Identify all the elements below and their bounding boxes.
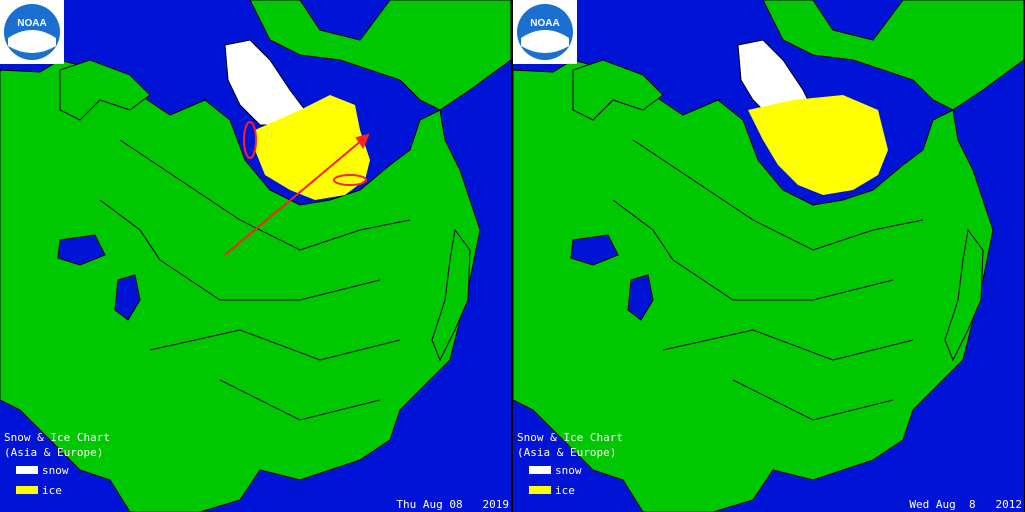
map-legend: Snow & Ice Chart (Asia & Europe) snow ic… [517,430,623,500]
land-eurasia [513,59,994,512]
legend-snow-row: snow [4,460,110,480]
legend-title: Snow & Ice Chart [4,431,110,444]
svg-text:NOAA: NOAA [17,18,46,29]
land-eurasia [0,59,481,512]
land-japan [944,228,984,362]
snow-label: snow [555,463,582,477]
noaa-logo-icon: NOAA [513,0,577,64]
legend-subtitle: (Asia & Europe) [4,446,104,459]
ice-label: ice [555,483,575,497]
map-canvas-2019 [0,0,511,512]
map-legend: Snow & Ice Chart (Asia & Europe) snow ic… [4,430,110,500]
land-japan [431,228,471,362]
land-arctic-islands [762,0,1024,111]
black-sea [57,234,106,266]
chart-date: Thu Aug 08 2019 [396,498,509,511]
panel-divider [511,0,513,512]
black-sea [570,234,619,266]
land-scandinavia [59,59,151,121]
noaa-logo-icon: NOAA [0,0,64,64]
legend-snow-row: snow [517,460,623,480]
country-borders [612,139,924,421]
chart-date: Wed Aug 8 2012 [909,498,1022,511]
snow-swatch [529,466,551,474]
legend-title: Snow & Ice Chart [517,431,623,444]
legend-subtitle: (Asia & Europe) [517,446,617,459]
legend-ice-row: ice [517,480,623,500]
ice-swatch [16,486,38,494]
greenland-snow [224,39,306,126]
land-scandinavia [572,59,664,121]
map-canvas-2012 [513,0,1024,512]
ice-label: ice [42,483,62,497]
ice-swatch [529,486,551,494]
land-arctic-islands [249,0,511,111]
arctic-sea-ice [255,95,370,200]
caspian-sea [114,274,141,321]
red-arrow-annotation [224,121,370,256]
country-borders [99,139,411,421]
snow-ice-map-2019: NOAA Snow & Ice Chart (Asia & Europe) sn… [0,0,511,512]
snow-swatch [16,466,38,474]
caspian-sea [627,274,654,321]
svg-text:NOAA: NOAA [530,18,559,29]
snow-label: snow [42,463,69,477]
arctic-sea-ice [748,95,888,195]
snow-ice-map-2012: NOAA Snow & Ice Chart (Asia & Europe) sn… [513,0,1024,512]
legend-ice-row: ice [4,480,110,500]
